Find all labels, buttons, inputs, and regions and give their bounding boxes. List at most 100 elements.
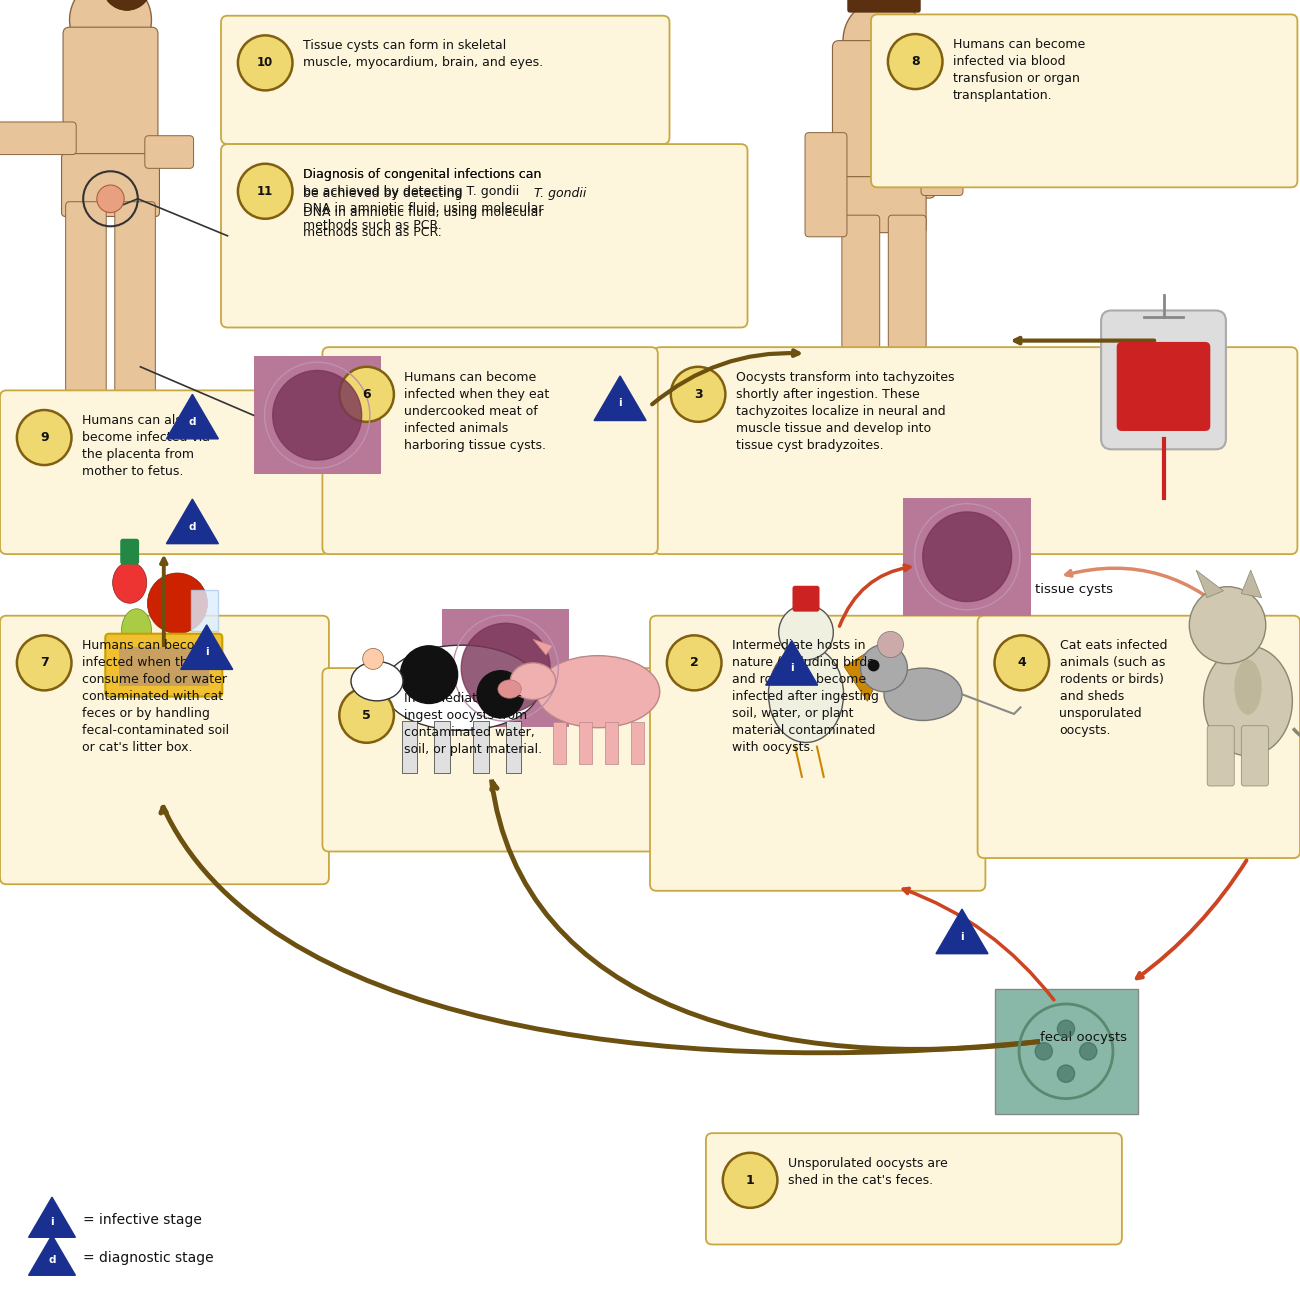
FancyBboxPatch shape <box>706 1133 1122 1244</box>
FancyBboxPatch shape <box>118 647 209 686</box>
Text: Humans can become
infected when they
consume food or water
contaminated with cat: Humans can become infected when they con… <box>82 639 229 755</box>
Circle shape <box>1079 1043 1097 1060</box>
FancyBboxPatch shape <box>0 390 329 554</box>
Text: i: i <box>619 398 621 409</box>
FancyBboxPatch shape <box>578 722 592 764</box>
Circle shape <box>70 0 151 62</box>
Text: 8: 8 <box>911 55 919 68</box>
Text: be achieved by detecting: be achieved by detecting <box>303 187 467 200</box>
Ellipse shape <box>1234 659 1261 714</box>
Text: d: d <box>48 1255 56 1265</box>
Circle shape <box>844 0 926 81</box>
FancyBboxPatch shape <box>221 144 747 328</box>
Circle shape <box>1035 1043 1053 1060</box>
Circle shape <box>273 371 361 460</box>
Circle shape <box>1057 1065 1075 1082</box>
FancyBboxPatch shape <box>805 132 848 237</box>
Text: i: i <box>961 931 963 942</box>
Text: = diagnostic stage: = diagnostic stage <box>83 1251 213 1264</box>
Text: 7: 7 <box>40 656 48 669</box>
FancyBboxPatch shape <box>144 136 194 169</box>
Text: DNA in amniotic fluid, using molecular: DNA in amniotic fluid, using molecular <box>303 207 543 220</box>
FancyBboxPatch shape <box>994 989 1138 1114</box>
Text: Tissue cysts can form in skeletal
muscle, myocardium, brain, and eyes.: Tissue cysts can form in skeletal muscle… <box>303 39 543 69</box>
FancyBboxPatch shape <box>434 721 450 773</box>
Ellipse shape <box>498 680 521 698</box>
FancyBboxPatch shape <box>473 721 489 773</box>
Text: Oocysts transform into tachyzoites
shortly after ingestion. These
tachyzoites lo: Oocysts transform into tachyzoites short… <box>736 371 954 452</box>
Ellipse shape <box>510 663 556 700</box>
Polygon shape <box>166 499 218 544</box>
FancyBboxPatch shape <box>254 356 381 474</box>
Circle shape <box>923 512 1011 601</box>
Text: 1: 1 <box>746 1174 754 1187</box>
Circle shape <box>779 605 833 660</box>
Circle shape <box>462 624 550 713</box>
Circle shape <box>477 671 524 718</box>
Circle shape <box>339 367 394 422</box>
Polygon shape <box>1242 570 1261 597</box>
Text: Diagnosis of congenital infections can
be achieved by detecting T. gondii
DNA in: Diagnosis of congenital infections can b… <box>303 168 543 232</box>
Polygon shape <box>181 625 233 669</box>
FancyBboxPatch shape <box>402 721 417 773</box>
Text: Humans can also
become infected via
the placenta from
mother to fetus.: Humans can also become infected via the … <box>82 414 209 478</box>
FancyBboxPatch shape <box>630 722 644 764</box>
Polygon shape <box>29 1197 75 1237</box>
Text: Intermediate hosts in
nature (including birds
and rodents) become
infected after: Intermediate hosts in nature (including … <box>732 639 879 755</box>
Text: Cat eats infected
animals (such as
rodents or birds)
and sheds
unsporulated
oocy: Cat eats infected animals (such as roden… <box>1060 639 1167 738</box>
Text: 2: 2 <box>690 656 698 669</box>
Text: 5: 5 <box>363 709 370 722</box>
Text: Humans can become
infected when they eat
undercooked meat of
infected animals
ha: Humans can become infected when they eat… <box>404 371 550 452</box>
Text: T. gondii: T. gondii <box>534 187 586 200</box>
Circle shape <box>671 367 725 422</box>
Circle shape <box>878 631 904 658</box>
Ellipse shape <box>113 562 147 604</box>
Text: 6: 6 <box>363 388 370 401</box>
Polygon shape <box>1196 570 1223 597</box>
Text: methods such as PCR.: methods such as PCR. <box>303 225 442 238</box>
Circle shape <box>238 164 292 219</box>
FancyBboxPatch shape <box>604 722 617 764</box>
Circle shape <box>723 1153 777 1208</box>
Text: Humans can become
infected via blood
transfusion or organ
transplantation.: Humans can become infected via blood tra… <box>953 38 1086 102</box>
FancyBboxPatch shape <box>0 616 329 884</box>
FancyBboxPatch shape <box>1101 310 1226 449</box>
FancyBboxPatch shape <box>793 586 819 612</box>
Ellipse shape <box>884 668 962 721</box>
FancyBboxPatch shape <box>842 177 926 233</box>
Text: Diagnosis of congenital infections can: Diagnosis of congenital infections can <box>303 168 541 181</box>
Text: Unsporulated oocysts are
shed in the cat's feces.: Unsporulated oocysts are shed in the cat… <box>788 1157 948 1187</box>
Polygon shape <box>594 376 646 421</box>
Circle shape <box>861 645 907 692</box>
Circle shape <box>667 635 722 690</box>
FancyBboxPatch shape <box>903 498 1031 616</box>
FancyBboxPatch shape <box>221 16 670 144</box>
Text: d: d <box>188 521 196 532</box>
FancyBboxPatch shape <box>322 347 658 554</box>
Text: 11: 11 <box>257 185 273 198</box>
FancyBboxPatch shape <box>552 722 566 764</box>
Circle shape <box>17 410 72 465</box>
FancyBboxPatch shape <box>120 538 139 565</box>
Circle shape <box>339 688 394 743</box>
Ellipse shape <box>768 646 844 743</box>
Ellipse shape <box>1204 646 1292 756</box>
FancyBboxPatch shape <box>506 721 521 773</box>
Circle shape <box>994 635 1049 690</box>
Circle shape <box>1190 587 1266 664</box>
FancyBboxPatch shape <box>978 616 1300 858</box>
FancyBboxPatch shape <box>650 616 985 891</box>
Text: i: i <box>205 647 208 658</box>
Polygon shape <box>533 639 552 655</box>
Text: d: d <box>188 417 196 427</box>
Circle shape <box>103 0 152 10</box>
FancyBboxPatch shape <box>871 14 1297 187</box>
FancyBboxPatch shape <box>296 174 741 325</box>
Text: i: i <box>790 663 793 673</box>
Circle shape <box>400 646 458 703</box>
Circle shape <box>363 648 384 669</box>
FancyBboxPatch shape <box>1117 342 1210 431</box>
FancyBboxPatch shape <box>1242 726 1269 786</box>
Polygon shape <box>766 641 818 685</box>
Ellipse shape <box>384 645 540 731</box>
